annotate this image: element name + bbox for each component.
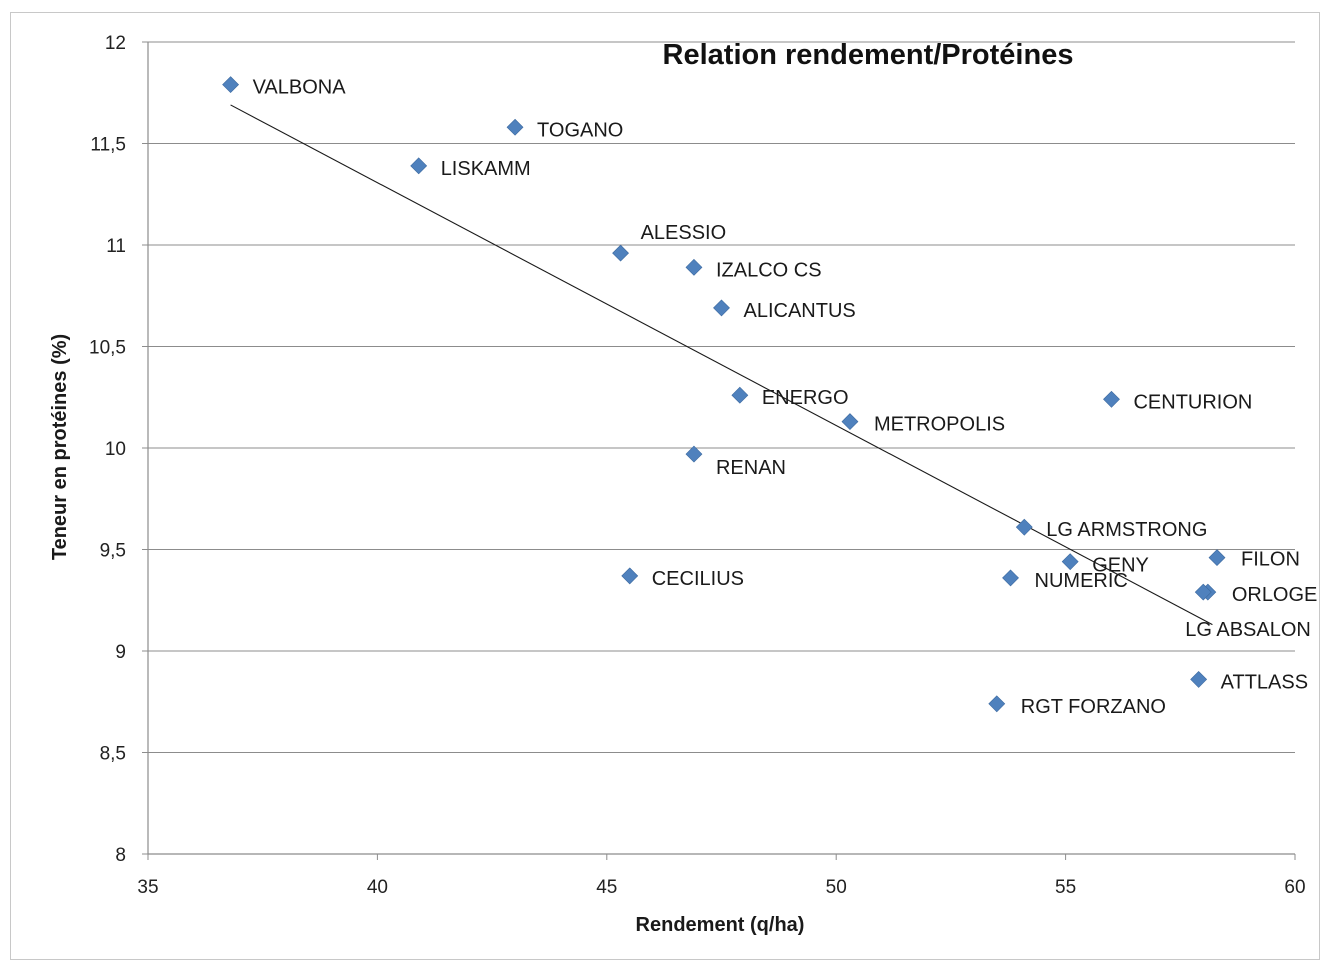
chart-frame — [10, 12, 1320, 960]
data-point — [1208, 549, 1226, 567]
point-label: CECILIUS — [652, 568, 744, 590]
point-label: METROPOLIS — [874, 414, 1005, 436]
x-tick-labels: 35 40 45 50 55 60 — [137, 854, 1306, 898]
data-points — [222, 76, 1226, 713]
point-label: TOGANO — [537, 119, 623, 141]
y-axis-title: Teneur en protéines (%) — [49, 334, 71, 560]
data-point — [612, 244, 629, 262]
data-point — [988, 695, 1006, 713]
y-tick-label: 11 — [106, 236, 126, 257]
y-tick-label: 11,5 — [90, 135, 126, 156]
point-label: RGT FORZANO — [1021, 696, 1166, 718]
point-label: ENERGO — [762, 387, 849, 409]
data-point — [506, 118, 524, 136]
data-point — [1061, 553, 1079, 571]
y-tick-label: 10,5 — [89, 338, 126, 359]
point-label: GENY — [1092, 555, 1149, 577]
x-tick-label: 40 — [367, 877, 388, 898]
point-labels: VALBONA TOGANO LISKAMM ALESSIO IZALCO CS ALIC… — [253, 77, 1318, 718]
chart-title: Relation rendement/Protéines — [663, 39, 1074, 71]
point-label: RENAN — [716, 457, 786, 479]
data-point — [685, 258, 703, 276]
data-point — [1190, 670, 1208, 688]
point-label: ALICANTUS — [744, 300, 856, 322]
y-tick-label: 9 — [115, 642, 126, 663]
point-label: CENTURION — [1133, 391, 1252, 413]
x-tick-label: 55 — [1055, 877, 1076, 898]
point-label: ALESSIO — [641, 222, 727, 244]
x-tick-label: 60 — [1284, 877, 1305, 898]
point-label: LG ARMSTRONG — [1046, 519, 1207, 541]
trendline — [230, 104, 1213, 626]
point-label: FILON — [1241, 549, 1300, 571]
y-tick-label: 8 — [115, 845, 126, 866]
y-tick-labels: 8 8,5 9 9,5 10 10,5 11 11,5 12 — [89, 33, 148, 866]
x-tick-label: 45 — [596, 877, 617, 898]
data-point — [685, 445, 703, 463]
x-tick-label: 35 — [137, 877, 158, 898]
data-point — [1002, 569, 1019, 587]
data-point — [222, 76, 240, 94]
point-label: VALBONA — [253, 77, 347, 99]
point-label: LISKAMM — [441, 158, 531, 180]
point-label: NUMERIC — [1035, 570, 1128, 592]
y-tick-label: 10 — [105, 439, 126, 460]
point-label: ATTLASS — [1221, 671, 1308, 693]
point-label: IZALCO CS — [716, 259, 822, 281]
trendline-group — [230, 104, 1213, 626]
point-label: LG ABSALON — [1185, 619, 1311, 641]
data-point — [1194, 583, 1212, 601]
data-point — [731, 386, 749, 404]
data-point — [713, 299, 730, 317]
y-tick-label: 12 — [105, 33, 126, 54]
y-tick-label: 8,5 — [100, 744, 126, 765]
data-point — [841, 413, 859, 431]
point-label: ORLOGE — [1232, 584, 1318, 606]
data-point — [1015, 518, 1033, 536]
x-tick-label: 50 — [826, 877, 847, 898]
y-tick-label: 9,5 — [100, 541, 126, 562]
gridlines — [148, 41, 1295, 753]
data-point — [410, 157, 428, 175]
data-point — [621, 567, 639, 585]
data-point — [1103, 390, 1120, 408]
x-axis-title: Rendement (q/ha) — [636, 914, 805, 936]
